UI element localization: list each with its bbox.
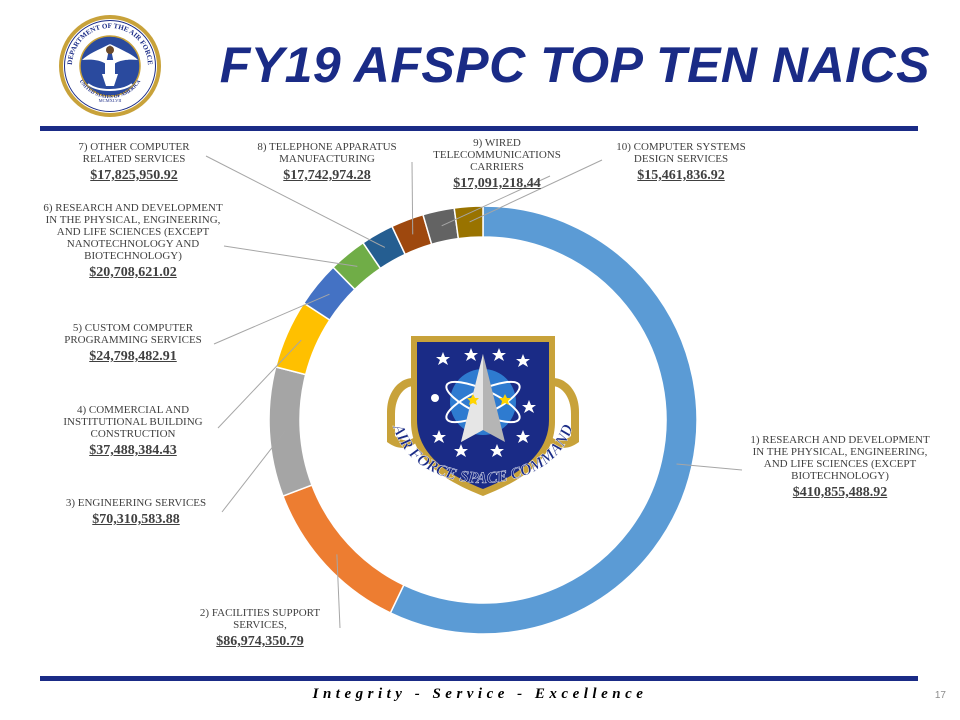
leader-line-2	[336, 554, 341, 629]
slice-label-3-amount: $70,310,583.88	[92, 512, 180, 527]
leader-line-8	[411, 161, 414, 235]
top-divider	[40, 126, 918, 131]
slice-label-9-amount: $17,091,218.44	[453, 176, 541, 191]
slice-label-2-name: 2) FACILITIES SUPPORT SERVICES,	[199, 607, 321, 631]
slice-label-9: 9) WIRED TELECOMMUNICATIONS CARRIERS $17…	[420, 137, 574, 192]
slice-label-6: 6) RESEARCH AND DEVELOPMENT IN THE PHYSI…	[40, 202, 226, 281]
slice-label-6-amount: $20,708,621.02	[89, 265, 177, 280]
leader-line-6	[223, 245, 358, 267]
page-title: FY19 AFSPC TOP TEN NAICS	[219, 37, 930, 93]
slice-label-2-amount: $86,974,350.79	[216, 634, 304, 649]
slice-label-6-name: 6) RESEARCH AND DEVELOPMENT IN THE PHYSI…	[43, 202, 223, 262]
leader-line-1	[676, 463, 743, 471]
donut-slice-2	[282, 484, 405, 614]
department-of-the-air-force-seal: DEPARTMENT OF THE AIR FORCE UNITED STATE…	[59, 15, 161, 117]
slice-label-2: 2) FACILITIES SUPPORT SERVICES, $86,974,…	[180, 607, 340, 650]
slice-label-4-amount: $37,488,384.43	[89, 443, 177, 458]
leader-line-9	[441, 175, 551, 227]
slice-label-4: 4) COMMERCIAL AND INSTITUTIONAL BUILDING…	[52, 404, 214, 459]
slice-label-4-name: 4) COMMERCIAL AND INSTITUTIONAL BUILDING…	[63, 404, 203, 440]
slice-label-7-amount: $17,825,950.92	[90, 168, 178, 183]
bottom-divider	[40, 676, 918, 681]
leader-line-5	[213, 293, 330, 345]
leader-line-10	[469, 159, 603, 223]
slice-label-1: 1) RESEARCH AND DEVELOPMENT IN THE PHYSI…	[744, 434, 936, 501]
slice-label-1-amount: $410,855,488.92	[792, 485, 888, 500]
donut-slice-1	[389, 205, 698, 635]
slice-label-7: 7) OTHER COMPUTER RELATED SERVICES $17,8…	[60, 141, 208, 184]
slice-label-3-name: 3) ENGINEERING SERVICES	[65, 497, 207, 509]
slice-label-3: 3) ENGINEERING SERVICES $70,310,583.88	[52, 497, 220, 528]
slice-label-10-amount: $15,461,836.92	[637, 168, 725, 183]
slice-label-9-name: 9) WIRED TELECOMMUNICATIONS CARRIERS	[433, 137, 561, 173]
seal-year: MCMXLVII	[99, 98, 122, 103]
air-force-space-command-emblem: AIR FORCE SPACE COMMAND	[387, 336, 579, 496]
leader-line-3	[221, 430, 286, 513]
slice-label-1-name: 1) RESEARCH AND DEVELOPMENT IN THE PHYSI…	[750, 434, 930, 482]
slice-label-5-amount: $24,798,482.91	[89, 349, 177, 364]
leader-line-7	[205, 155, 386, 248]
leader-line-4	[217, 339, 302, 429]
slice-label-10-name: 10) COMPUTER SYSTEMS DESIGN SERVICES	[616, 141, 746, 165]
slice-label-10: 10) COMPUTER SYSTEMS DESIGN SERVICES $15…	[606, 141, 756, 184]
slice-label-5: 5) CUSTOM COMPUTER PROGRAMMING SERVICES …	[56, 322, 210, 365]
donut-slice-3	[268, 366, 313, 498]
donut-slice-10	[453, 205, 484, 240]
slice-label-5-name: 5) CUSTOM COMPUTER PROGRAMMING SERVICES	[64, 322, 202, 346]
slice-label-8: 8) TELEPHONE APPARATUS MANUFACTURING $17…	[240, 141, 414, 184]
slice-label-7-name: 7) OTHER COMPUTER RELATED SERVICES	[78, 141, 190, 165]
slice-label-8-amount: $17,742,974.28	[283, 168, 371, 183]
page-number: 17	[934, 690, 946, 701]
slice-label-8-name: 8) TELEPHONE APPARATUS MANUFACTURING	[257, 141, 397, 165]
footer-motto: Integrity - Service - Excellence	[312, 686, 648, 702]
